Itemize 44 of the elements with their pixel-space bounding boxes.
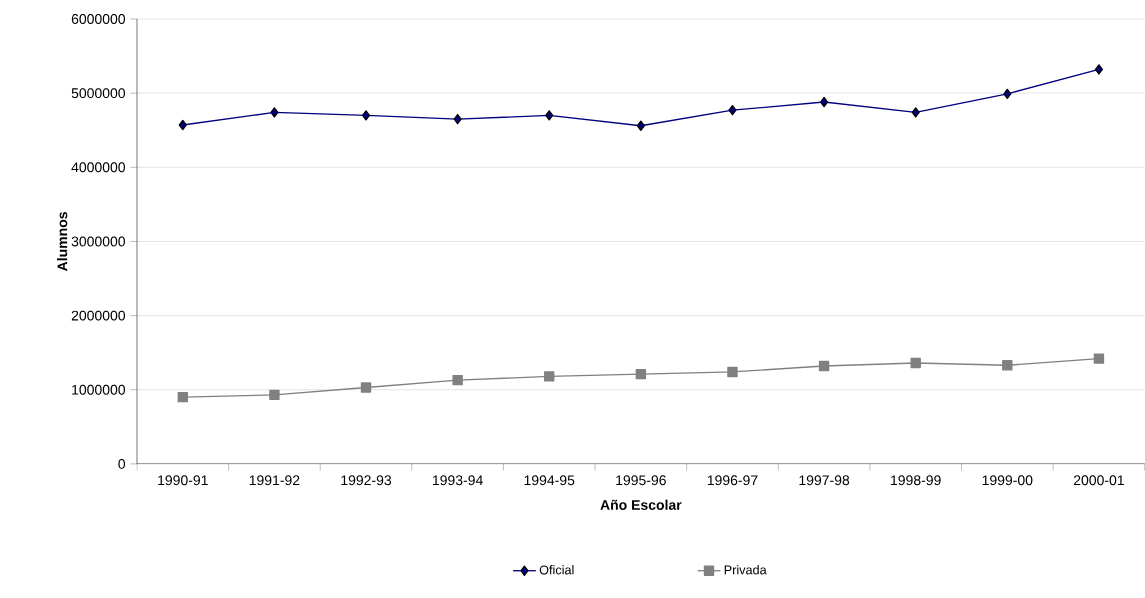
point bbox=[818, 360, 830, 372]
point bbox=[1002, 360, 1013, 371]
x-tick-label: 1997-98 bbox=[799, 475, 850, 486]
point bbox=[1094, 64, 1103, 75]
legend-label: Privada bbox=[724, 565, 767, 575]
x-tick-label: 1991-92 bbox=[249, 475, 300, 486]
point bbox=[270, 107, 279, 118]
point bbox=[269, 389, 280, 401]
point bbox=[1093, 353, 1105, 364]
x-tick-label: 1999-00 bbox=[982, 475, 1033, 486]
y-axis-title: Alumnos bbox=[57, 212, 68, 272]
legend-label: Oficial bbox=[539, 565, 574, 575]
y-tick-label: 1000000 bbox=[72, 384, 126, 395]
x-tick-label: 1996-97 bbox=[707, 475, 758, 486]
x-tick-label: 2000-01 bbox=[1073, 475, 1124, 486]
y-tick-label: 5000000 bbox=[71, 88, 126, 99]
point bbox=[636, 120, 645, 132]
x-tick-label: 1992-93 bbox=[341, 475, 392, 486]
point bbox=[728, 105, 737, 116]
point bbox=[452, 374, 463, 386]
point bbox=[361, 110, 371, 121]
point bbox=[820, 96, 829, 108]
y-tick-label: 4000000 bbox=[71, 162, 126, 173]
point bbox=[1003, 88, 1012, 100]
point bbox=[360, 382, 372, 393]
point bbox=[635, 369, 647, 380]
x-tick-label: 1995-96 bbox=[616, 475, 666, 486]
x-tick-label: 1994-95 bbox=[524, 475, 575, 486]
y-tick-label: 6000000 bbox=[71, 14, 126, 25]
point bbox=[544, 371, 555, 382]
x-tick-label: 1993-94 bbox=[433, 475, 483, 486]
x-axis-title: Año Escolar bbox=[600, 499, 682, 511]
x-tick-label: 1990-91 bbox=[158, 475, 208, 486]
point bbox=[910, 357, 921, 369]
y-tick-label: 0 bbox=[118, 459, 126, 469]
point bbox=[178, 119, 187, 131]
x-tick-label: 1998-99 bbox=[891, 475, 941, 486]
point bbox=[727, 366, 738, 378]
point bbox=[545, 110, 554, 121]
y-tick-label: 2000000 bbox=[71, 310, 126, 321]
y-tick-label: 3000000 bbox=[71, 236, 126, 247]
point bbox=[453, 113, 462, 125]
point bbox=[911, 107, 920, 118]
point bbox=[177, 392, 188, 403]
